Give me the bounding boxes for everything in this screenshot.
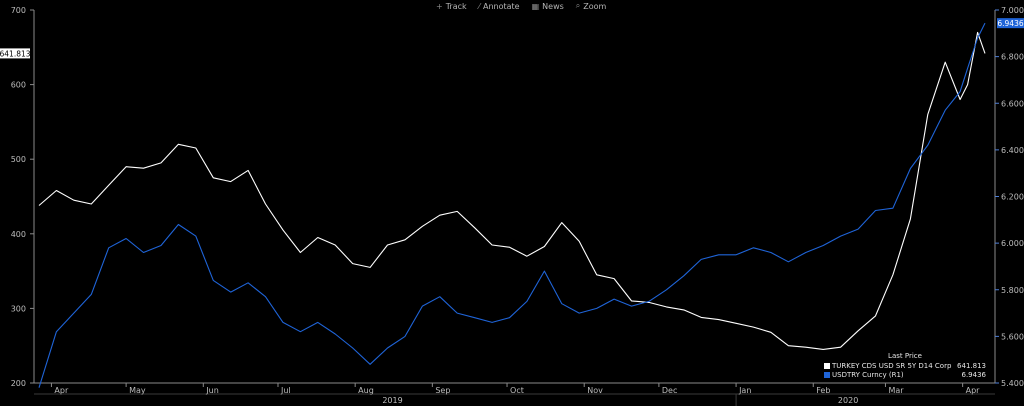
last-value-flag-left-bg — [0, 48, 30, 59]
x-tick-label: Dec — [662, 386, 677, 395]
y-right-tick-label: 5.8000 — [1001, 286, 1024, 295]
y-left-tick-label: 700 — [11, 6, 26, 15]
x-tick-label: Feb — [816, 386, 830, 395]
legend-item-cds[interactable]: TURKEY CDS USD SR 5Y D14 Corp (L1) 641.8… — [824, 361, 986, 370]
legend-name-cds: TURKEY CDS USD SR 5Y D14 Corp (L1) — [832, 361, 955, 370]
y-right-tick-label: 6.4000 — [1001, 146, 1024, 155]
last-value-flag-right-bg — [997, 18, 1024, 29]
annotate-button[interactable]: ⁄ Annotate — [479, 0, 520, 12]
last-value-flag-left: 641.813 — [0, 49, 31, 58]
legend-value-usdtry: 6.9436 — [961, 370, 987, 379]
y-right-tick-label: 7.0000 — [1001, 6, 1024, 15]
y-right-tick-label: 6.8000 — [1001, 53, 1024, 62]
magnifier-icon: ⌕ — [575, 1, 581, 10]
x-tick-label: Jul — [280, 386, 291, 395]
y-right-tick-label: 6.0000 — [1001, 239, 1024, 248]
y-right-tick-label: 5.4000 — [1001, 379, 1024, 388]
news-label: News — [542, 1, 564, 11]
x-tick-label: Nov — [587, 386, 603, 395]
chart-legend: Last Price TURKEY CDS USD SR 5Y D14 Corp… — [824, 352, 986, 379]
pencil-icon: ⁄ — [478, 1, 480, 11]
y-right-tick-label: 6.6000 — [1001, 99, 1024, 108]
legend-value-cds: 641.813 — [957, 361, 986, 370]
series-line-cds — [38, 31, 986, 350]
x-tick-label: May — [129, 386, 146, 395]
y-left-tick-label: 300 — [11, 304, 26, 313]
y-left-tick-label: 600 — [11, 81, 26, 90]
news-button[interactable]: ▦ News — [532, 0, 564, 12]
crosshair-icon: + — [436, 1, 443, 11]
zoom-button[interactable]: ⌕ Zoom — [576, 0, 607, 12]
y-left-tick-label: 500 — [11, 155, 26, 164]
x-tick-label: Apr — [966, 386, 981, 395]
y-right-tick-label: 6.2000 — [1001, 193, 1024, 202]
last-value-flag-right: 6.9436 — [997, 19, 1023, 28]
zoom-label: Zoom — [583, 1, 607, 11]
legend-swatch-usdtry — [824, 371, 830, 378]
legend-item-usdtry[interactable]: USDTRY Curncy (R1) 6.9436 — [824, 370, 986, 379]
series-line-usdtry — [38, 22, 986, 388]
news-icon: ▦ — [531, 1, 540, 11]
x-year-label: 2019 — [382, 396, 402, 405]
y-left-tick-label: 400 — [11, 230, 26, 239]
x-tick-label: Oct — [510, 386, 524, 395]
track-button[interactable]: + Track — [436, 0, 467, 12]
legend-name-usdtry: USDTRY Curncy (R1) — [832, 370, 904, 379]
x-tick-label: Sep — [435, 386, 450, 395]
annotate-label: Annotate — [482, 1, 520, 11]
x-tick-label: Apr — [54, 386, 69, 395]
x-tick-label: Jun — [205, 386, 219, 395]
x-tick-label: Jan — [738, 386, 751, 395]
legend-title: Last Price — [888, 352, 922, 360]
x-tick-label: Mar — [888, 386, 904, 395]
x-year-label: 2020 — [838, 396, 858, 405]
x-tick-label: Aug — [358, 386, 374, 395]
legend-swatch-cds — [824, 362, 830, 369]
track-label: Track — [445, 1, 467, 11]
y-left-tick-label: 200 — [11, 379, 26, 388]
chart-toolbar: + Track ⁄ Annotate ▦ News ⌕ Zoom — [436, 0, 606, 12]
y-right-tick-label: 5.6000 — [1001, 332, 1024, 341]
